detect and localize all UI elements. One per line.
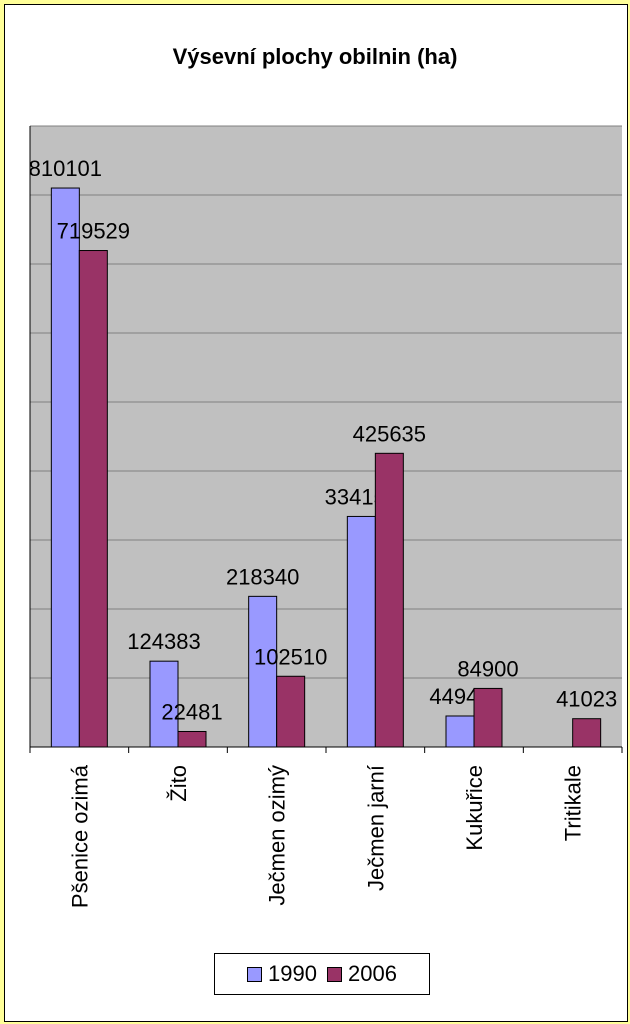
data-label-2006: 41023 bbox=[556, 687, 617, 712]
plot-background bbox=[30, 126, 622, 747]
category-label: Žito bbox=[166, 765, 191, 802]
data-label-2006: 102510 bbox=[254, 644, 327, 669]
legend-label-2006: 2006 bbox=[348, 961, 397, 986]
data-label-2006: 719529 bbox=[57, 219, 130, 244]
category-label: Ječmen jarní bbox=[363, 765, 388, 891]
bar-2006 bbox=[177, 730, 207, 748]
bar-2006 bbox=[374, 452, 404, 748]
bar-1990 bbox=[50, 187, 80, 748]
category-label: Kukuřice bbox=[462, 765, 487, 851]
bar-2006 bbox=[572, 718, 602, 748]
chart-title: Výsevní plochy obilnin (ha) bbox=[172, 44, 458, 69]
bar-1990 bbox=[346, 515, 376, 748]
data-label-1990: 124383 bbox=[127, 629, 200, 654]
data-label-2006: 22481 bbox=[161, 699, 222, 724]
bar-2006 bbox=[473, 687, 503, 748]
bar-1990 bbox=[445, 715, 475, 748]
legend-item-2006: 2006 bbox=[327, 961, 397, 987]
data-label-2006: 425635 bbox=[353, 421, 426, 446]
bar-1990 bbox=[149, 660, 179, 748]
legend: 1990 2006 bbox=[214, 953, 430, 995]
legend-label-1990: 1990 bbox=[268, 961, 317, 986]
category-label: Ječmen ozimý bbox=[265, 765, 290, 906]
legend-swatch-2006 bbox=[327, 966, 342, 982]
bar-1990 bbox=[248, 595, 278, 748]
plot-area: 810101 719529 Pšenice ozimá 124383 22481 Žito… bbox=[29, 125, 623, 908]
data-label-1990: 218340 bbox=[226, 564, 299, 589]
bar-2006 bbox=[78, 250, 108, 748]
category-label: Tritikale bbox=[561, 765, 586, 841]
legend-swatch-1990 bbox=[247, 966, 263, 982]
bar-2006 bbox=[276, 675, 306, 748]
legend-item-1990: 1990 bbox=[247, 961, 317, 987]
category-label: Pšenice ozimá bbox=[67, 764, 92, 908]
data-label-1990: 810101 bbox=[29, 156, 102, 181]
data-label-2006: 84900 bbox=[457, 656, 518, 681]
